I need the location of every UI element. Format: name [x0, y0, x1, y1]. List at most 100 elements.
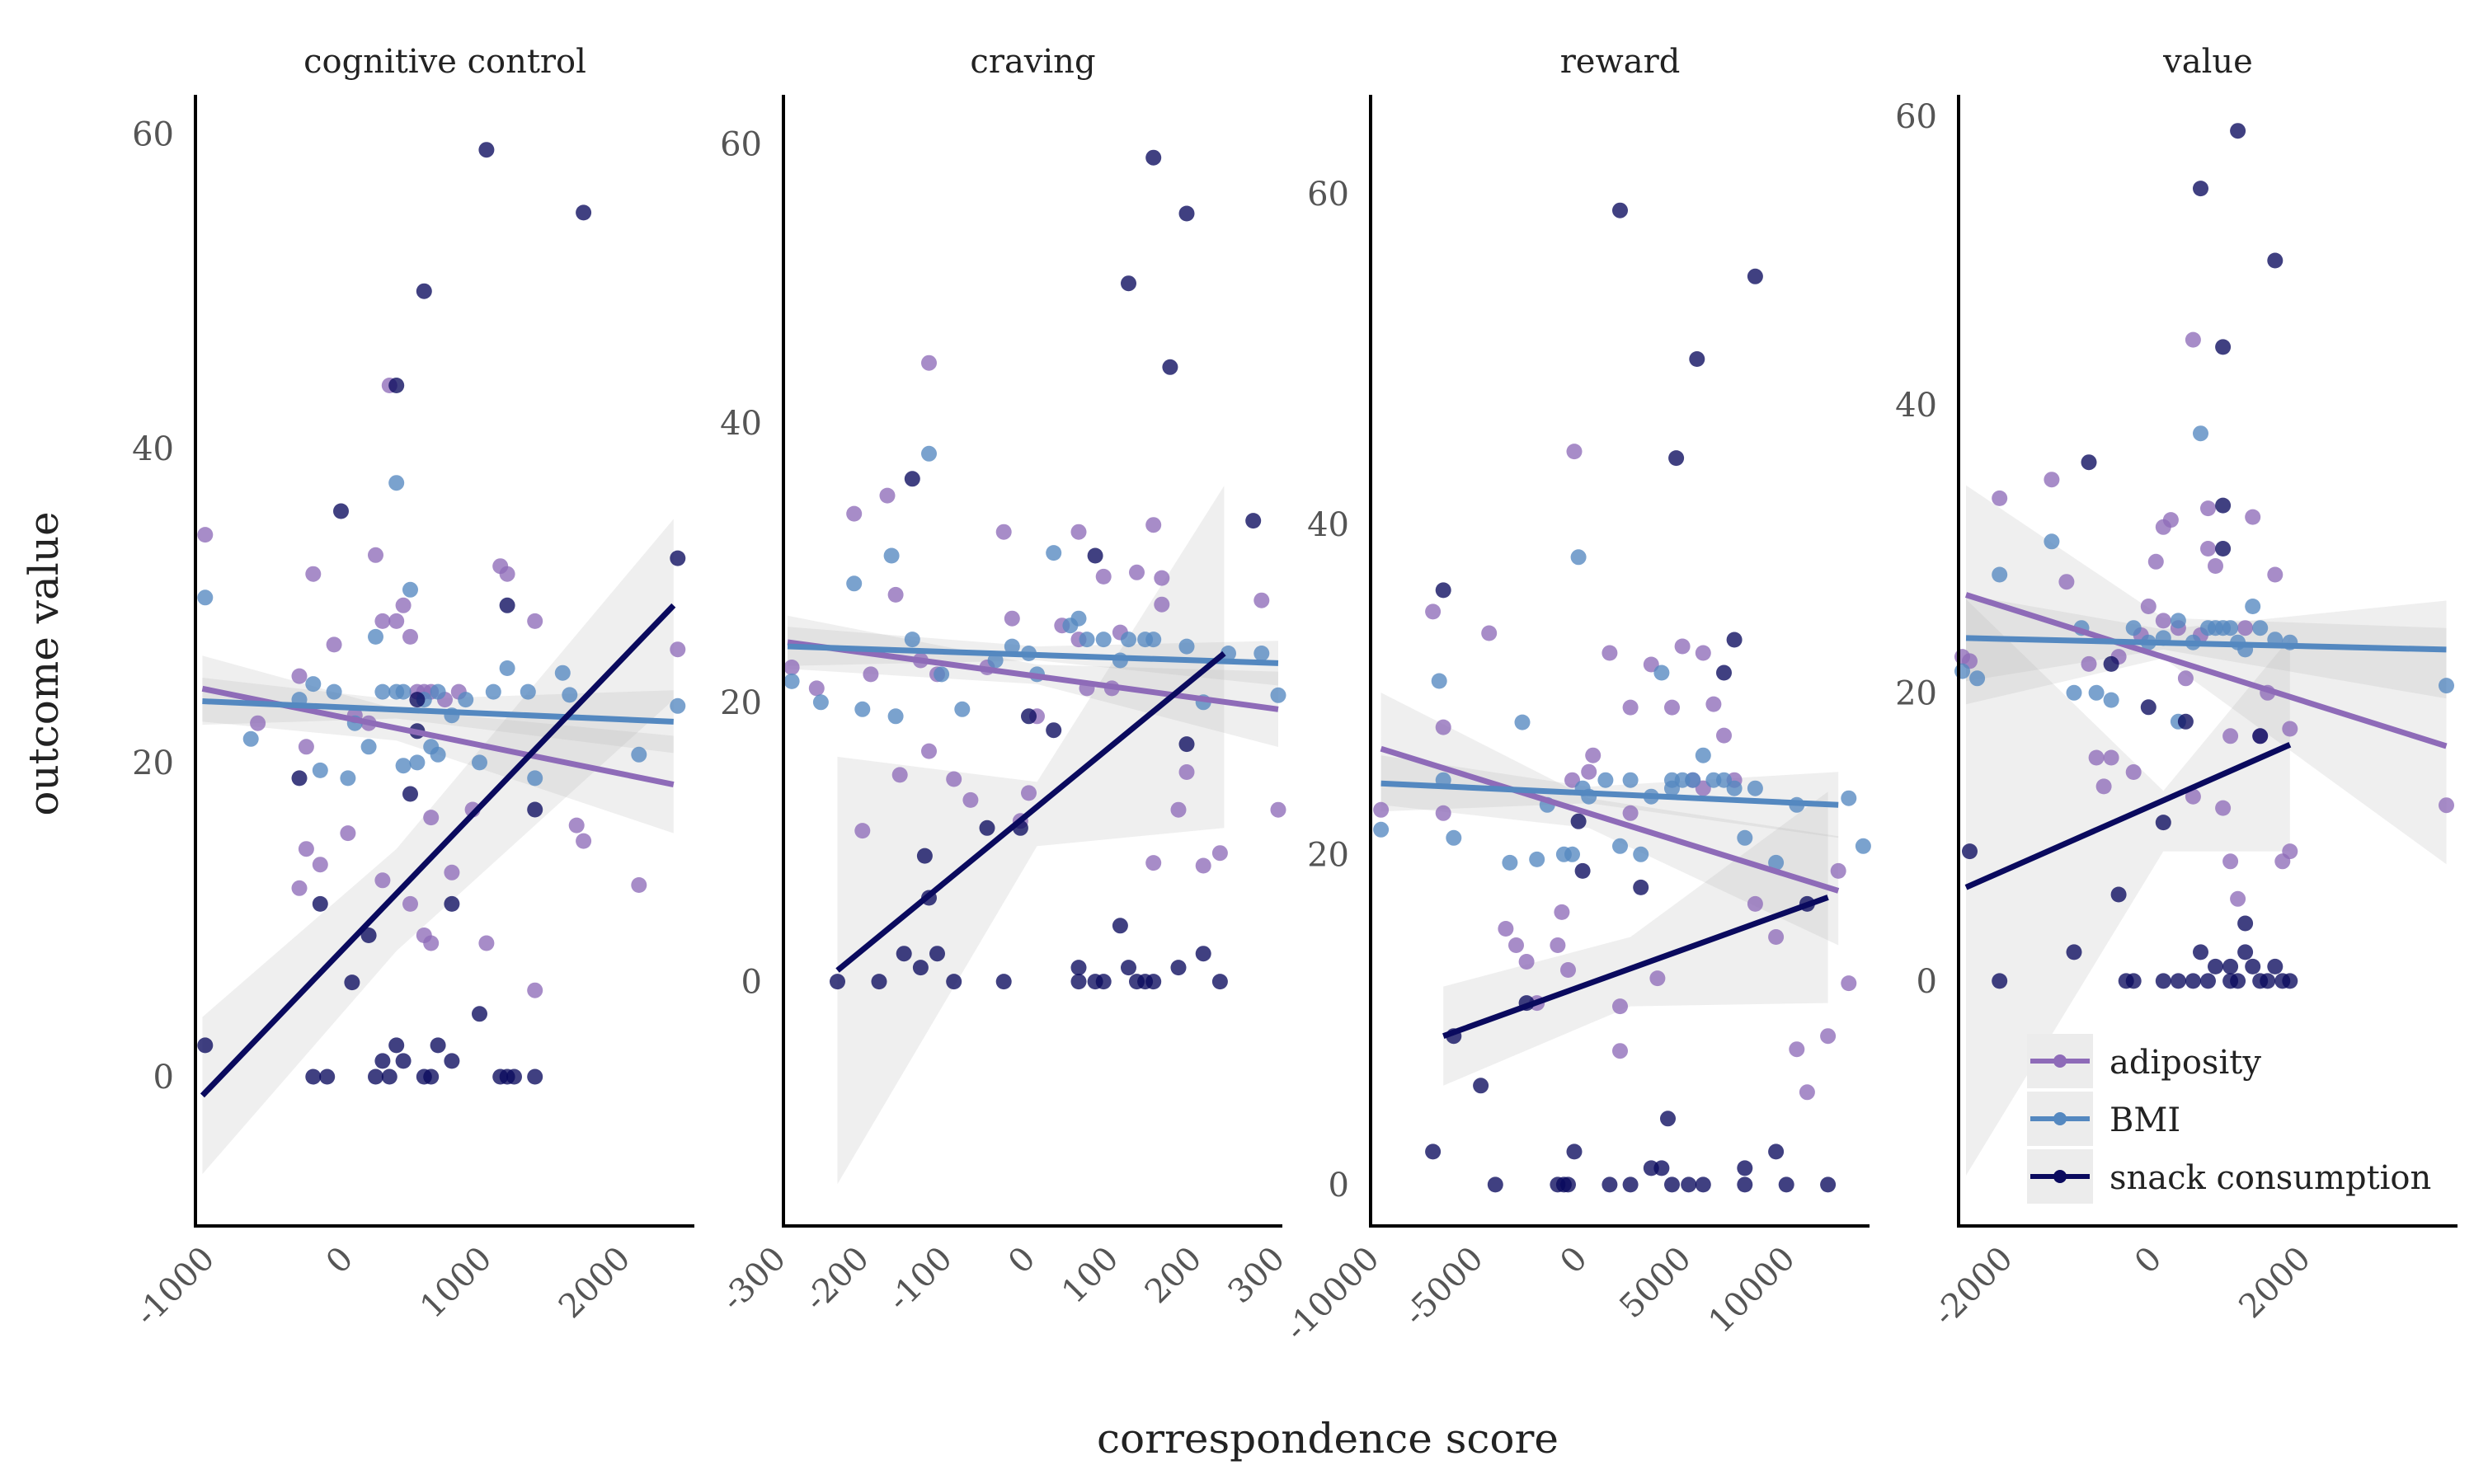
point-adiposity	[2103, 749, 2119, 766]
point-adiposity	[312, 857, 328, 873]
point-snack-consumption	[1726, 632, 1743, 648]
y-tick-label: 20	[720, 684, 762, 722]
point-snack-consumption	[368, 1068, 383, 1085]
point-snack-consumption	[1121, 275, 1136, 292]
point-adiposity	[423, 810, 440, 826]
point-bmi	[1737, 829, 1753, 846]
point-snack-consumption	[444, 1053, 460, 1069]
point-bmi	[520, 683, 536, 700]
point-snack-consumption	[478, 142, 495, 158]
point-adiposity	[1566, 444, 1583, 460]
point-bmi	[430, 683, 446, 700]
point-adiposity	[2088, 749, 2105, 766]
point-adiposity	[1585, 747, 1602, 763]
point-snack-consumption	[1170, 960, 1187, 976]
point-adiposity	[808, 680, 825, 697]
point-adiposity	[1554, 904, 1570, 920]
point-bmi	[631, 746, 647, 763]
point-snack-consumption	[2185, 973, 2201, 989]
y-tick-label: 60	[720, 125, 762, 163]
point-adiposity	[2200, 541, 2216, 556]
point-snack-consumption	[1602, 1176, 1618, 1193]
point-bmi	[326, 683, 342, 700]
point-bmi	[1502, 854, 1518, 871]
x-tick-label: -5000	[1397, 1240, 1491, 1334]
point-bmi	[887, 708, 904, 725]
point-snack-consumption	[1747, 268, 1763, 284]
point-snack-consumption	[444, 895, 460, 912]
legend: adiposity BMI snack consumption	[2027, 1034, 2431, 1204]
x-tick-label: 0	[1553, 1240, 1595, 1282]
x-tick-label: 200	[1138, 1240, 1210, 1312]
point-adiposity	[1145, 855, 1162, 871]
point-snack-consumption	[896, 946, 912, 962]
y-tick-label: 40	[1895, 387, 1937, 425]
point-adiposity	[1560, 962, 1576, 978]
point-bmi	[1664, 772, 1680, 788]
point-snack-consumption	[1566, 1144, 1583, 1160]
point-adiposity	[2155, 613, 2171, 629]
point-bmi	[1446, 829, 1462, 846]
point-snack-consumption	[344, 974, 360, 991]
point-snack-consumption	[1046, 722, 1062, 739]
point-snack-consumption	[499, 597, 515, 613]
point-snack-consumption	[527, 1068, 543, 1085]
point-snack-consumption	[916, 848, 933, 864]
point-adiposity	[1705, 696, 1722, 712]
point-bmi	[1079, 632, 1095, 648]
point-bmi	[430, 746, 446, 763]
point-bmi	[1954, 663, 1970, 679]
point-adiposity	[1178, 764, 1195, 780]
trend-line-snack-consumption	[835, 650, 1226, 973]
point-bmi	[2193, 425, 2208, 442]
point-snack-consumption	[388, 1037, 405, 1054]
point-adiposity	[921, 743, 937, 759]
point-adiposity	[891, 767, 908, 783]
point-bmi	[1270, 687, 1286, 703]
point-snack-consumption	[1145, 974, 1162, 990]
point-adiposity	[1799, 1084, 1815, 1101]
panel-title-cognitive-control: cognitive control	[303, 43, 586, 81]
point-bmi	[1653, 665, 1670, 681]
point-adiposity	[631, 877, 647, 893]
point-snack-consumption	[1487, 1176, 1503, 1193]
point-adiposity	[1435, 719, 1451, 735]
point-adiposity	[846, 505, 863, 522]
point-adiposity	[402, 628, 418, 645]
point-adiposity	[1004, 610, 1020, 627]
point-bmi	[670, 697, 686, 714]
point-snack-consumption	[2237, 915, 2254, 932]
point-adiposity	[1154, 570, 1170, 586]
panel-title-value: value	[2162, 43, 2253, 81]
point-adiposity	[1070, 524, 1087, 540]
point-adiposity	[2081, 655, 2097, 672]
point-adiposity	[298, 739, 314, 755]
point-snack-consumption	[1473, 1078, 1489, 1094]
point-snack-consumption	[1778, 1176, 1794, 1193]
trend-line-snack-consumption	[1964, 742, 2292, 890]
trend-line-bmi	[202, 698, 674, 725]
y-tick-label: 40	[132, 430, 174, 468]
point-snack-consumption	[1178, 736, 1195, 753]
x-tick-label: -300	[714, 1240, 793, 1319]
point-bmi	[2103, 692, 2119, 708]
point-snack-consumption	[2282, 973, 2298, 989]
point-snack-consumption	[946, 974, 962, 990]
point-adiposity	[368, 547, 383, 563]
panel-value: value 0 20 40 60 -2000 0 2000	[1895, 43, 2458, 1334]
point-snack-consumption	[2155, 973, 2171, 989]
x-axis-title: correspondence score	[1097, 1415, 1559, 1463]
point-adiposity	[291, 668, 308, 684]
point-bmi	[1633, 846, 1649, 862]
point-adiposity	[1021, 785, 1037, 801]
point-adiposity	[1747, 895, 1763, 912]
panel-title-reward: reward	[1560, 43, 1681, 81]
point-adiposity	[670, 641, 686, 658]
point-snack-consumption	[912, 960, 929, 976]
point-bmi	[368, 628, 383, 645]
point-snack-consumption	[2081, 454, 2097, 471]
point-snack-consumption	[2267, 252, 2284, 269]
trend-line-bmi	[787, 643, 1279, 666]
point-snack-consumption	[995, 974, 1012, 990]
